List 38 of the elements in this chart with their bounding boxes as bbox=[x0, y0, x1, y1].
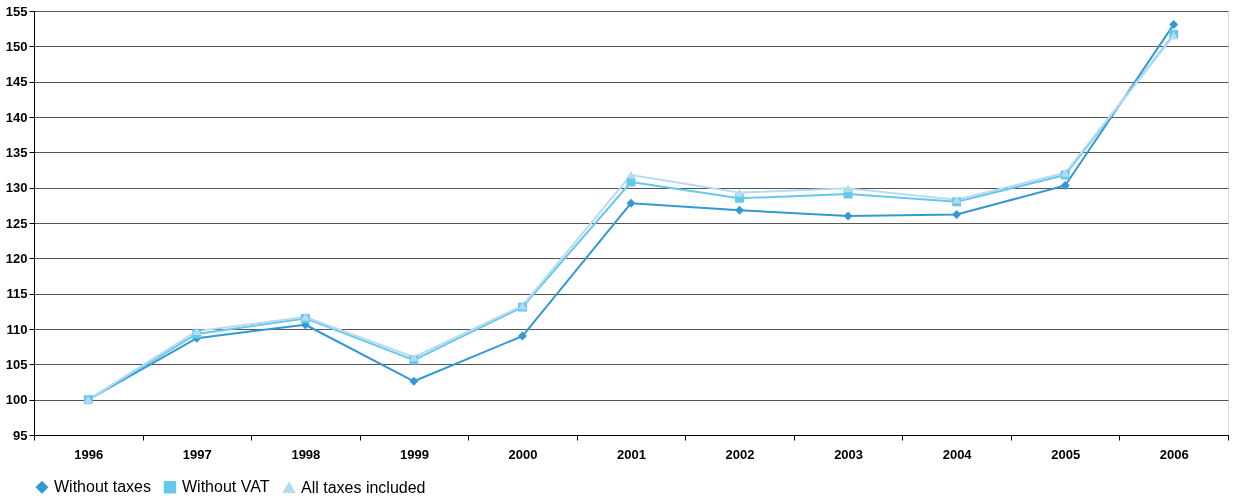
y-tick-label: 115 bbox=[6, 286, 28, 302]
y-tick-label: 100 bbox=[5, 392, 28, 408]
point bbox=[517, 331, 527, 341]
x-tick-label: 2001 bbox=[617, 446, 646, 462]
x-tick-label: 2003 bbox=[834, 446, 864, 462]
y-tick-label: 105 bbox=[5, 356, 28, 372]
point bbox=[409, 376, 419, 386]
x-tick-label: 2000 bbox=[508, 446, 538, 462]
x-tick-label: 1999 bbox=[399, 446, 429, 462]
point bbox=[735, 205, 745, 215]
y-tick-label: 110 bbox=[6, 321, 28, 337]
x-tick-label: 1996 bbox=[74, 446, 104, 462]
point bbox=[1169, 19, 1179, 29]
legend-label: Without VAT bbox=[182, 478, 270, 496]
point bbox=[843, 184, 853, 193]
x-tick-label: 1997 bbox=[182, 446, 212, 462]
y-tick-label: 125 bbox=[5, 215, 28, 231]
y-tick-label: 155 bbox=[5, 3, 28, 19]
y-tick-label: 135 bbox=[5, 144, 28, 160]
y-tick-label: 140 bbox=[5, 109, 28, 125]
y-tick-label: 95 bbox=[13, 427, 28, 443]
x-tick-label: 2004 bbox=[942, 446, 973, 462]
legend-label: Without taxes bbox=[54, 478, 151, 496]
point bbox=[1060, 181, 1070, 191]
y-tick-label: 150 bbox=[5, 38, 28, 54]
point bbox=[626, 171, 636, 179]
x-tick-label: 2002 bbox=[725, 446, 755, 462]
x-tick-label: 1998 bbox=[291, 446, 321, 462]
point bbox=[843, 211, 853, 221]
point bbox=[626, 198, 636, 208]
y-tick-label: 120 bbox=[5, 250, 28, 266]
x-tick-label: 2005 bbox=[1051, 446, 1081, 462]
legend-label: All taxes included bbox=[301, 478, 426, 496]
y-tick-label: 130 bbox=[5, 180, 28, 196]
point bbox=[192, 327, 202, 335]
y-tick-label: 145 bbox=[5, 74, 28, 90]
x-tick-label: 2006 bbox=[1159, 446, 1189, 462]
point bbox=[952, 210, 962, 219]
